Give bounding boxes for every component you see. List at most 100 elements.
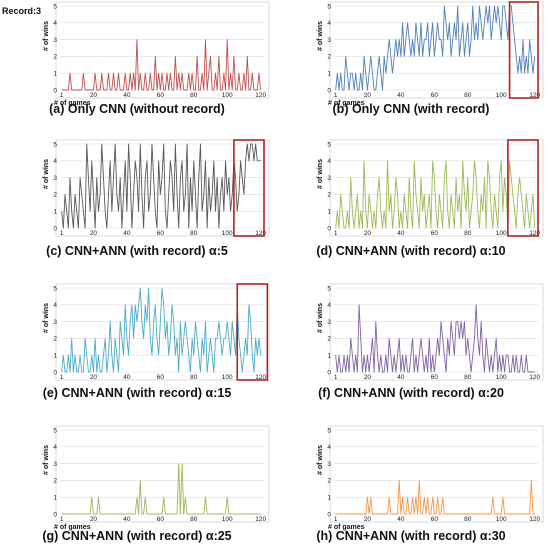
y-tick-label: 1 (53, 209, 57, 216)
y-tick-label: 3 (53, 461, 57, 468)
x-tick-label: 80 (464, 92, 472, 99)
x-tick-label: 1 (60, 516, 64, 523)
y-tick-label: 2 (53, 478, 57, 485)
x-tick-label: 1 (334, 374, 338, 381)
caption-c: (c) CNN+ANN (with record) α:5 (46, 244, 228, 258)
x-tick-label: 80 (190, 230, 198, 237)
y-tick-label: 5 (53, 141, 57, 148)
caption-f: (f) CNN+ANN (with record) α:20 (318, 386, 504, 400)
y-tick-label: 4 (53, 20, 57, 27)
highlight-box (236, 283, 269, 381)
x-tick-label: 100 (222, 230, 233, 237)
series-line (335, 160, 536, 229)
x-tick-label: 100 (222, 374, 233, 381)
x-tick-label: 40 (397, 230, 405, 237)
y-tick-label: 0 (327, 225, 331, 232)
x-tick-label: 120 (255, 230, 266, 237)
y-tick-label: 5 (327, 285, 331, 292)
chart-panel-c: 0 1 2 3 4 5 1 20 40 60 80 100 120 # of wins (0, 138, 274, 240)
y-tick-label: 2 (53, 192, 57, 199)
x-tick-label: 40 (123, 374, 131, 381)
y-tick-label: 0 (327, 369, 331, 376)
y-tick-label: 3 (327, 461, 331, 468)
series-line (335, 479, 535, 515)
y-axis-title: # of wins (43, 159, 50, 189)
y-tick-label: 1 (327, 71, 331, 78)
y-tick-label: 0 (53, 511, 57, 518)
y-tick-label: 4 (327, 158, 331, 165)
y-tick-label: 0 (53, 369, 57, 376)
y-tick-label: 0 (53, 225, 57, 232)
y-tick-label: 4 (53, 444, 57, 451)
x-tick-label: 100 (222, 92, 233, 99)
x-tick-label: 100 (222, 516, 233, 523)
x-tick-label: 20 (364, 516, 372, 523)
x-tick-label: 120 (529, 230, 540, 237)
y-tick-label: 4 (327, 302, 331, 309)
y-tick-label: 2 (327, 478, 331, 485)
x-tick-label: 1 (334, 516, 338, 523)
y-tick-label: 4 (53, 158, 57, 165)
x-tick-label: 60 (431, 92, 439, 99)
chart-panel-h: 0 1 2 3 4 5 1 20 40 60 80 100 120 # of wins # of games (274, 424, 548, 531)
y-tick-label: 2 (327, 336, 331, 343)
y-axis-title: # of wins (317, 159, 324, 189)
y-tick-label: 3 (327, 319, 331, 326)
x-axis-title: # of games (328, 100, 365, 107)
x-axis-title: # of games (54, 524, 91, 531)
x-tick-label: 20 (364, 374, 372, 381)
caption-a: (a) Only CNN (without record) (49, 102, 225, 116)
x-tick-label: 80 (190, 516, 198, 523)
highlight-box (233, 139, 265, 237)
y-tick-label: 2 (327, 192, 331, 199)
series-line (61, 143, 261, 229)
y-tick-label: 2 (53, 336, 57, 343)
x-tick-label: 60 (157, 374, 165, 381)
x-tick-label: 60 (431, 516, 439, 523)
highlight-box (508, 1, 539, 99)
chart-frame (329, 283, 544, 381)
series-line (335, 304, 535, 373)
series-line (61, 39, 262, 91)
y-tick-label: 5 (53, 3, 57, 10)
x-tick-label: 20 (90, 374, 98, 381)
x-tick-label: 1 (60, 230, 64, 237)
series-line (61, 463, 261, 515)
y-tick-label: 1 (327, 353, 331, 360)
y-axis-title: # of wins (317, 445, 324, 475)
y-tick-label: 5 (327, 141, 331, 148)
x-tick-label: 20 (90, 92, 98, 99)
y-tick-label: 5 (53, 427, 57, 434)
x-tick-label: 80 (190, 92, 198, 99)
y-axis-title: # of wins (43, 445, 50, 475)
x-tick-label: 120 (529, 516, 540, 523)
y-tick-label: 1 (327, 209, 331, 216)
x-tick-label: 60 (431, 230, 439, 237)
x-tick-label: 20 (364, 92, 372, 99)
series-line (335, 5, 536, 91)
x-tick-label: 100 (496, 92, 507, 99)
x-tick-label: 60 (157, 516, 165, 523)
x-tick-label: 80 (190, 374, 198, 381)
y-tick-label: 3 (327, 175, 331, 182)
x-tick-label: 80 (464, 516, 472, 523)
x-tick-label: 40 (123, 516, 131, 523)
chart-panel-f: 0 1 2 3 4 5 1 20 40 60 80 100 120 # of wins (274, 282, 548, 384)
x-tick-label: 1 (334, 92, 338, 99)
caption-d: (d) CNN+ANN (with record) α:10 (316, 244, 506, 258)
x-tick-label: 20 (90, 230, 98, 237)
y-tick-label: 3 (53, 319, 57, 326)
y-tick-label: 3 (53, 37, 57, 44)
x-tick-label: 1 (60, 374, 64, 381)
record-label: Record:3 (2, 6, 42, 16)
chart-panel-d: 0 1 2 3 4 5 1 20 40 60 80 100 120 # of wins (274, 138, 548, 240)
y-tick-label: 4 (53, 302, 57, 309)
y-tick-label: 0 (53, 87, 57, 94)
chart-frame (55, 1, 270, 99)
x-tick-label: 40 (397, 374, 405, 381)
x-tick-label: 120 (529, 92, 540, 99)
x-tick-label: 100 (496, 516, 507, 523)
x-tick-label: 120 (255, 92, 266, 99)
y-tick-label: 1 (53, 71, 57, 78)
y-tick-label: 1 (327, 495, 331, 502)
